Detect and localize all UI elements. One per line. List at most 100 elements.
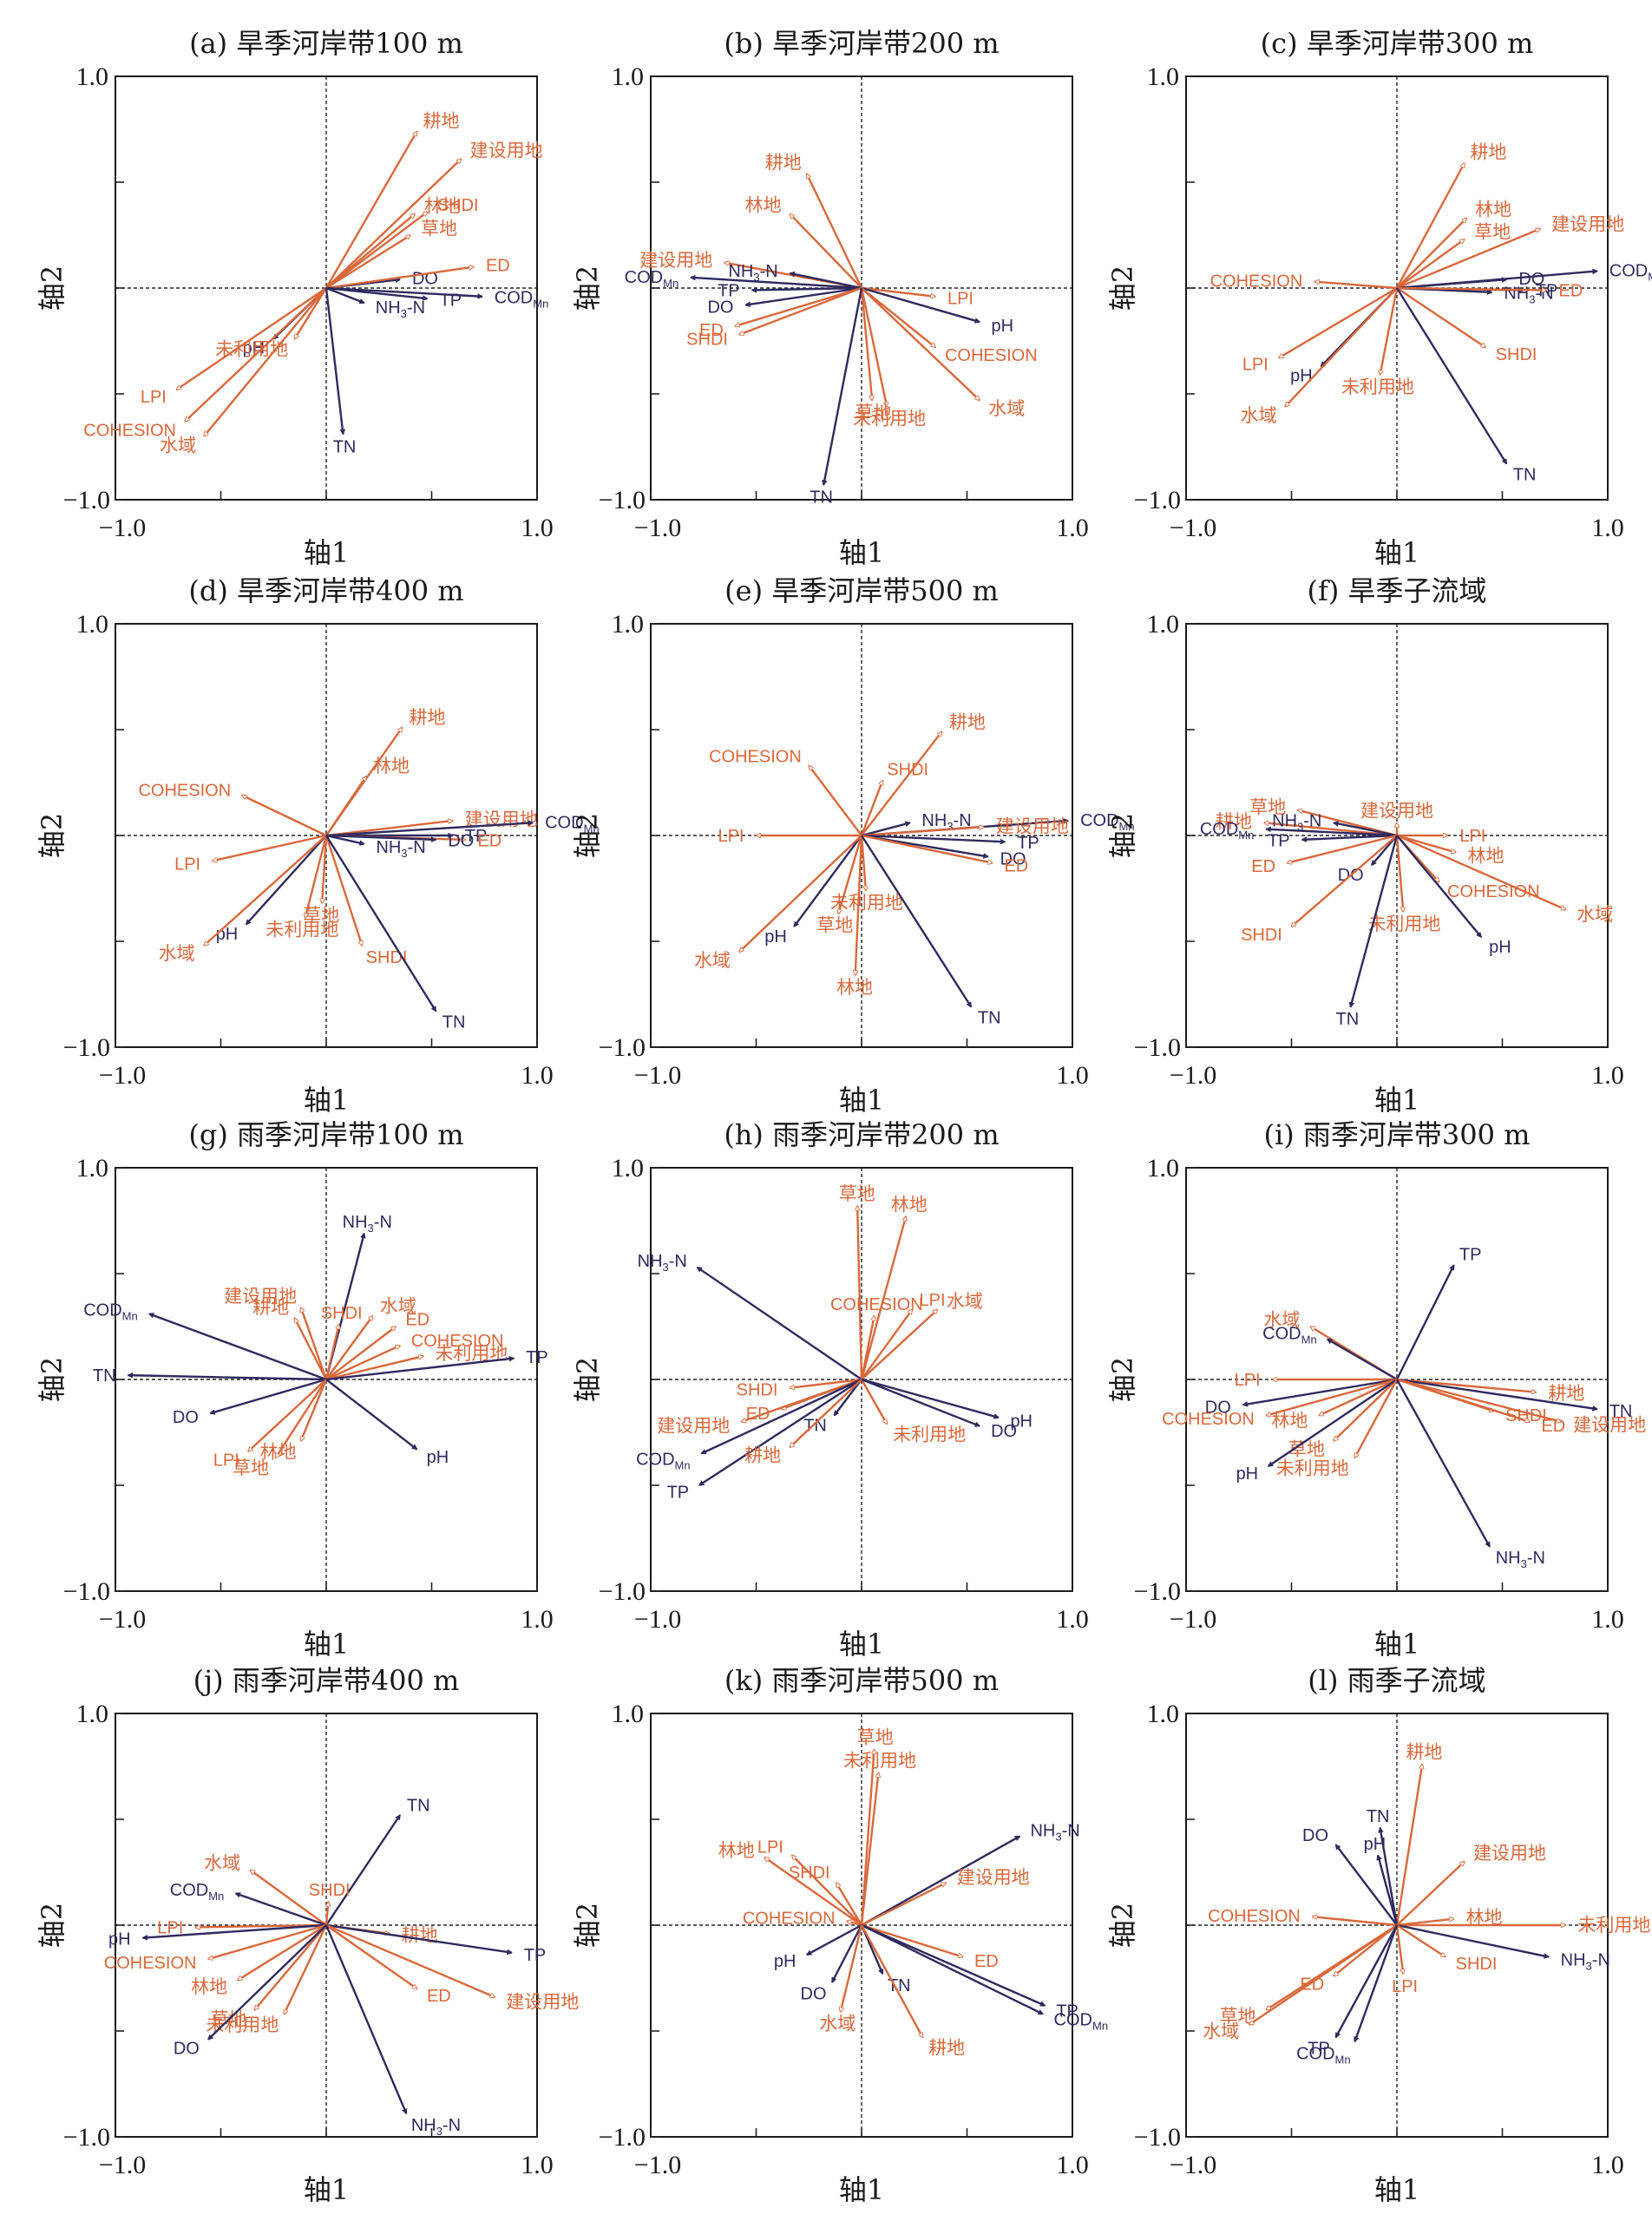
vector-label: TP [1308,2040,1330,2059]
vector-label: 建设用地 [470,141,543,161]
vector-arrow [861,834,993,863]
vector-label: COHESION [945,346,1038,365]
vector-arrow [857,1206,863,1380]
vector-arrow [697,1266,862,1380]
vector-label: NH3-N [1272,812,1321,834]
biplot-panel-j: (j) 雨季河岸带400 m 1.0 −1.0−1.0 1.0 轴1 轴2 TN 水域 CODM… [36,1664,579,2206]
x-tick-label-max: 1.0 [521,1061,554,1090]
x-axis-label: 轴1 [1374,1084,1419,1117]
biplot-panel-g: (g) 雨季河岸带100 m 1.0 −1.0−1.0 1.0 轴1 轴2 NH3-N 建设用… [36,1118,554,1661]
vector-label: TP [465,827,488,846]
vector-label: DO [1205,1399,1231,1418]
y-tick-label-max: 1.0 [1147,1700,1180,1728]
vector-arrow [176,287,327,391]
vector-label: NH3-N [343,1213,392,1235]
vector-arrow [143,1923,327,1938]
vector-arrow [1266,829,1398,837]
vector-label: pH [1489,938,1511,957]
vector-arrow [745,286,862,305]
vector-label: SHDI [1241,926,1282,945]
vector-arrow [325,1359,514,1381]
vector-arrow [325,1316,372,1380]
vector-arrow [860,1749,875,1926]
vector-arrow [1395,835,1403,912]
vector-label: CODMn [625,268,679,290]
vector-label: 林地 [836,977,873,998]
y-tick-label-min: −1.0 [1134,486,1181,514]
vector-label: CODMn [636,1450,691,1471]
vector-arrow [752,286,862,290]
vector-label: pH [774,1952,796,1971]
vector-arrow [1313,1916,1398,1927]
vector-arrow [1380,287,1399,375]
vector-arrow [324,835,362,946]
vector-arrow [322,835,328,903]
vector-label: 草地 [857,1727,894,1748]
vector-arrow [185,287,327,422]
vector-arrow [861,1923,1045,2007]
y-tick-label-min: −1.0 [1134,1577,1181,1606]
vector-arrow [1351,835,1399,1007]
vector-label: 未利用地 [843,1750,916,1771]
y-axis-label: 轴2 [36,1357,69,1402]
vector-label: TN [333,437,357,456]
vector-arrow [1395,1765,1422,1926]
vector-arrow [283,1924,328,2014]
vector-label: SHDI [789,1864,830,1883]
vector-arrow [1396,1923,1446,1958]
vector-label: pH [243,338,266,357]
vector-label: 水域 [380,1296,416,1317]
vector-label: 林地 [745,195,782,216]
vector-label: 建设用地 [639,250,712,271]
vector-label: DO [1302,1826,1328,1845]
vector-label: TN [803,1417,827,1436]
vector-label: 建设用地 [506,1991,579,2012]
vector-label: TP [1017,834,1039,853]
vector-label: 草地 [233,1458,269,1478]
y-tick-label-min: −1.0 [599,2123,646,2152]
panel-title: (e) 旱季河岸带500 m [724,574,999,607]
vector-arrow [325,821,453,837]
panel-title: (b) 旱季河岸带200 m [724,27,999,60]
vector-arrow [809,765,862,836]
biplot-panel-b: (b) 旱季河岸带200 m 1.0 −1.0−1.0 1.0 轴1 轴2 耕地林地建设用地… [571,27,1089,569]
panel-title: (k) 雨季河岸带500 m [724,1664,999,1697]
vector-label: CODMn [1296,2044,1351,2066]
vector-label: TP [524,1946,547,1965]
biplot-panel-i: (i) 雨季河岸带300 m 1.0 −1.0−1.0 1.0 轴1 轴2 TP 水域CODM… [1106,1118,1646,1661]
vector-arrow [204,287,327,436]
x-axis-label: 轴1 [839,2173,884,2206]
vector-label: TP [1268,832,1290,851]
vector-arrow [861,286,980,322]
vector-arrow [1396,835,1483,937]
vector-arrow [325,1344,400,1381]
vector-arrow [213,834,327,861]
vector-arrow [1396,229,1540,290]
y-axis-label: 轴2 [36,1903,69,1948]
vector-label: COHESION [1210,272,1303,292]
vector-label: LPI [1392,1977,1418,1996]
vector-arrow [149,1314,327,1381]
vector-arrow [691,278,862,290]
vector-arrow [325,212,428,289]
x-tick-label-min: −1.0 [634,1605,681,1634]
vector-arrow [861,287,935,347]
vector-label: SHDI [737,1380,778,1399]
vector-arrow [254,1924,327,2010]
vector-arrow [741,1378,862,1422]
y-axis-label: 轴2 [571,1357,604,1402]
vector-arrow [1334,1924,1399,2037]
y-tick-label-min: −1.0 [63,2123,110,2152]
vector-arrow [324,131,418,289]
vector-label: NH3-N [1496,1549,1545,1570]
vector-label: DO [448,831,474,850]
vector-arrow [835,1883,863,1926]
vector-arrow [195,1923,327,1927]
vector-label: TN [810,488,833,508]
vector-label: 草地 [1249,796,1286,817]
vector-arrow [325,1356,423,1381]
vector-arrow [860,835,973,1007]
vector-label: TN [978,1008,1001,1027]
vector-label: 建设用地 [224,1286,297,1307]
vector-arrow [293,287,328,339]
